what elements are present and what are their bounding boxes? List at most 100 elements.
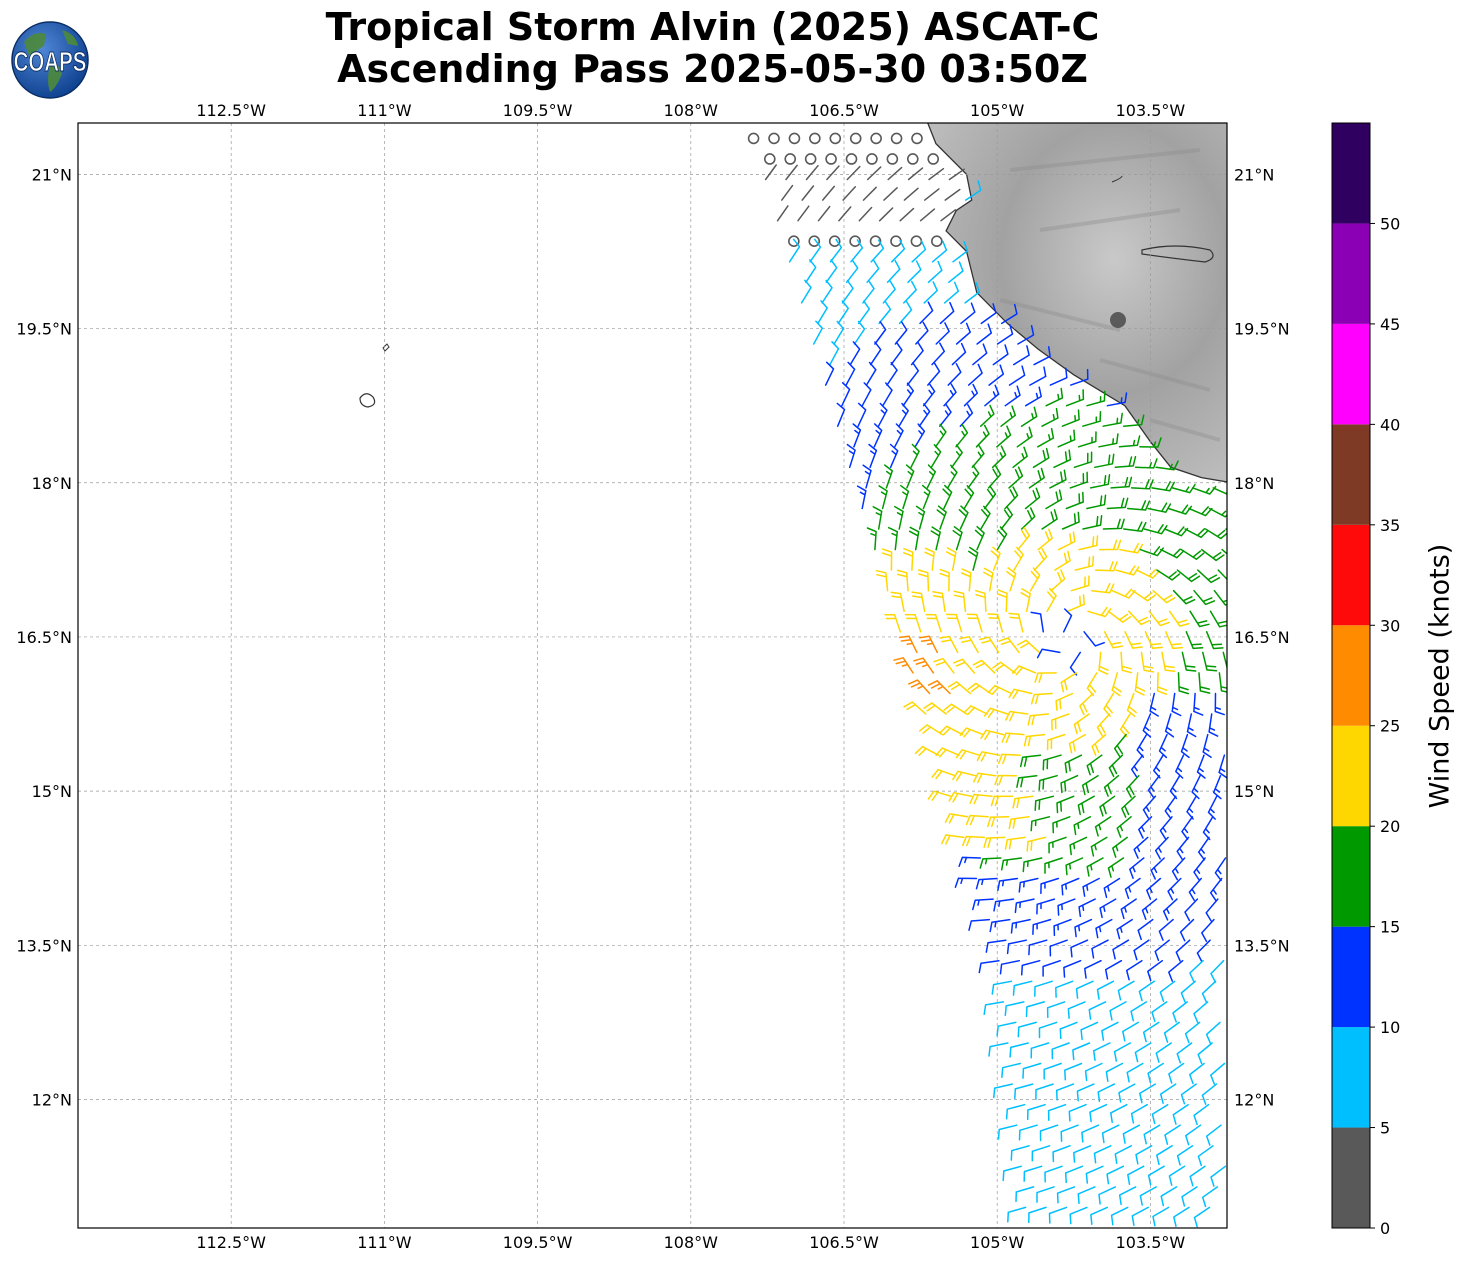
wind-barb — [927, 680, 951, 695]
wind-barb — [1029, 366, 1047, 386]
wind-barb — [1134, 672, 1146, 696]
wind-barb — [1024, 386, 1042, 407]
wind-barb — [985, 939, 1007, 953]
wind-barb — [1014, 898, 1035, 914]
wind-barb — [962, 835, 986, 847]
wind-barb — [1072, 1042, 1091, 1061]
wind-barb — [875, 569, 889, 592]
wind-barb — [960, 302, 976, 325]
calm-wind-circle — [825, 153, 837, 165]
wind-barb — [1180, 548, 1205, 560]
wind-barb — [857, 300, 871, 325]
calm-wind-circle — [788, 235, 800, 248]
wind-barb — [1017, 526, 1031, 551]
wind-barb — [1002, 1165, 1022, 1182]
wind-barb — [1113, 733, 1127, 758]
wind-barb — [999, 959, 1021, 975]
wind-barb — [994, 774, 1018, 786]
wind-barb — [1053, 918, 1072, 937]
wind-barb — [1168, 1062, 1185, 1084]
wind-barb — [924, 188, 940, 201]
wind-barb — [1064, 754, 1083, 774]
wind-barb — [1063, 959, 1082, 978]
wind-barb — [1171, 857, 1186, 881]
wind-barb — [1017, 324, 1035, 345]
wind-barb — [852, 423, 862, 448]
calm-wind-circle — [788, 132, 801, 145]
wind-barb — [1197, 569, 1221, 584]
wind-barb — [935, 747, 960, 758]
wind-barb — [865, 361, 877, 386]
wind-barb — [921, 484, 931, 510]
wind-barb — [1162, 898, 1178, 921]
wind-barb — [1218, 672, 1227, 693]
island-socorro — [359, 393, 376, 408]
wind-barb — [919, 635, 939, 654]
wind-barb — [1154, 836, 1169, 860]
wind-barb — [837, 300, 849, 325]
wind-barb — [1152, 589, 1176, 604]
wind-barb — [1111, 672, 1122, 697]
wind-barb — [1086, 754, 1103, 776]
wind-barb — [1099, 898, 1117, 919]
wind-barb — [1089, 1103, 1108, 1123]
wind-barb — [1055, 1083, 1075, 1101]
wind-barb — [1225, 528, 1227, 531]
wind-barb — [1018, 1124, 1038, 1141]
colorbar-label: Wind Speed (knots) — [1424, 543, 1456, 809]
wind-barb — [1120, 651, 1133, 674]
wind-barb — [979, 404, 995, 427]
wind-barb — [997, 589, 1008, 613]
map-frame — [77, 122, 1228, 1229]
wind-barb — [1148, 610, 1170, 627]
wind-barb — [954, 877, 978, 888]
wind-barb — [900, 484, 910, 510]
wind-barb — [1043, 1062, 1062, 1080]
lat-tick-label: 18°N — [32, 474, 72, 493]
wind-barb — [785, 164, 798, 181]
wind-barb — [1189, 1062, 1205, 1085]
wind-barb — [905, 464, 915, 489]
wind-barb — [1110, 1206, 1129, 1226]
wind-barb — [1118, 435, 1141, 448]
wind-barb — [1022, 857, 1043, 873]
wind-barb — [894, 423, 904, 448]
calm-wind-circle — [828, 235, 841, 248]
wind-barb — [1046, 733, 1066, 751]
wind-barb — [898, 300, 913, 325]
wind-barb — [1159, 980, 1176, 1002]
wind-barb — [1189, 1165, 1206, 1187]
wind-barb — [1126, 500, 1151, 511]
wind-barb — [1035, 1083, 1054, 1100]
wind-barb — [1086, 390, 1106, 407]
wind-barb — [1064, 1165, 1084, 1184]
wind-barb — [1102, 412, 1123, 427]
wind-barb — [1155, 1042, 1172, 1063]
wind-barb — [1125, 959, 1143, 981]
wind-barb — [856, 485, 867, 510]
wind-barb — [1016, 774, 1038, 788]
wind-barb — [903, 701, 927, 715]
wind-barb — [976, 323, 993, 345]
wind-barb — [1062, 608, 1073, 633]
wind-barb — [1052, 816, 1071, 834]
wind-barb — [967, 363, 983, 386]
wind-barb — [862, 464, 872, 489]
wind-barb — [1005, 1103, 1026, 1120]
wind-barb — [868, 443, 878, 469]
wind-barb — [1057, 429, 1076, 448]
wind-barb — [1080, 1021, 1099, 1041]
wind-barb — [952, 770, 977, 782]
wind-barb — [946, 464, 958, 489]
wind-barb — [1138, 980, 1156, 1002]
wind-barb — [955, 749, 981, 760]
wind-barb — [1205, 898, 1219, 922]
wind-barb — [1103, 774, 1120, 797]
wind-barb — [1096, 713, 1111, 737]
wind-barb — [1042, 754, 1062, 771]
wind-barb — [913, 657, 935, 674]
wind-barb — [1184, 1021, 1201, 1044]
wind-barb — [1059, 1021, 1078, 1040]
wind-barb — [983, 707, 1009, 718]
wind-barb — [1070, 939, 1089, 958]
